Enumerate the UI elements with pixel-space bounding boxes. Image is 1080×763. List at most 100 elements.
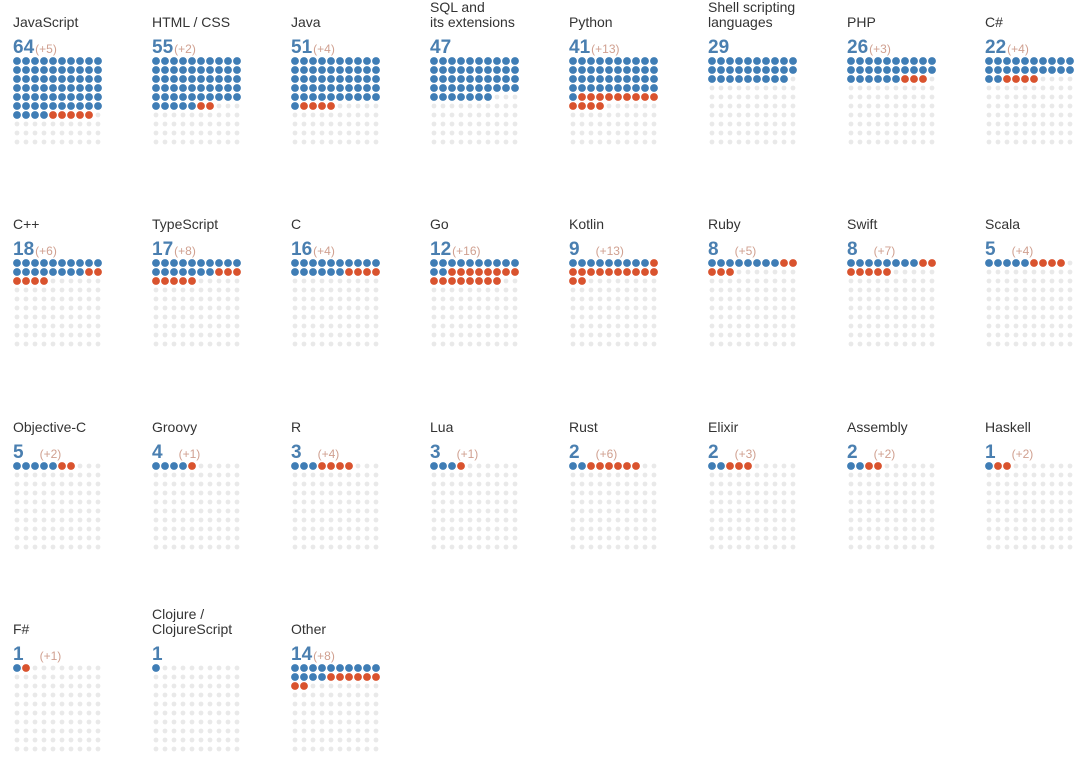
dot-empty bbox=[763, 517, 769, 523]
dot-empty bbox=[23, 526, 29, 532]
dot-current bbox=[919, 57, 927, 65]
dot-empty bbox=[310, 728, 316, 734]
dot-empty bbox=[337, 508, 343, 514]
dot-empty bbox=[875, 490, 881, 496]
dot-current bbox=[67, 66, 75, 74]
dot-empty bbox=[494, 94, 500, 100]
dot-empty bbox=[763, 305, 769, 311]
dot-empty bbox=[597, 544, 603, 550]
dot-empty bbox=[59, 341, 65, 347]
language-label: C++ bbox=[13, 216, 40, 232]
dot-empty bbox=[476, 112, 482, 118]
delta-label: (+2) bbox=[1011, 447, 1034, 461]
dot-empty bbox=[494, 332, 500, 338]
dot-empty bbox=[319, 323, 325, 329]
panel-haskell: Haskell 1 (+2) bbox=[985, 369, 1080, 559]
dot-empty bbox=[171, 737, 177, 743]
dot-empty bbox=[216, 544, 222, 550]
panel-c: C++ 18(+6) bbox=[13, 166, 143, 356]
dot-empty bbox=[59, 332, 65, 338]
dot-empty bbox=[920, 112, 926, 118]
dot-empty bbox=[857, 305, 863, 311]
dot-empty bbox=[189, 314, 195, 320]
dot-empty bbox=[216, 472, 222, 478]
dot-added bbox=[744, 462, 752, 470]
dot-empty bbox=[59, 130, 65, 136]
dot-empty bbox=[736, 269, 742, 275]
dot-empty bbox=[337, 472, 343, 478]
dot-current bbox=[354, 664, 362, 672]
dot-empty bbox=[1049, 130, 1055, 136]
dot-added bbox=[85, 268, 93, 276]
dot-empty bbox=[503, 341, 509, 347]
dot-empty bbox=[234, 517, 240, 523]
dot-empty bbox=[911, 269, 917, 275]
dot-current bbox=[484, 93, 492, 101]
dot-current bbox=[31, 111, 39, 119]
dot-empty bbox=[153, 323, 159, 329]
delta-label: (+16) bbox=[452, 244, 481, 258]
dot-empty bbox=[292, 130, 298, 136]
dot-empty bbox=[986, 85, 992, 91]
dot-current bbox=[439, 84, 447, 92]
dot-empty bbox=[373, 341, 379, 347]
dot-empty bbox=[902, 269, 908, 275]
dot-empty bbox=[633, 517, 639, 523]
dot-empty bbox=[440, 544, 446, 550]
dot-empty bbox=[198, 544, 204, 550]
dot-empty bbox=[902, 130, 908, 136]
dot-empty bbox=[59, 472, 65, 478]
dot-empty bbox=[364, 112, 370, 118]
dot-empty bbox=[328, 719, 334, 725]
dot-current bbox=[475, 75, 483, 83]
dot-empty bbox=[373, 305, 379, 311]
dot-empty bbox=[346, 535, 352, 541]
dot-empty bbox=[198, 508, 204, 514]
dot-current bbox=[76, 102, 84, 110]
dot-empty bbox=[902, 278, 908, 284]
dot-empty bbox=[736, 490, 742, 496]
dot-empty bbox=[1004, 296, 1010, 302]
dot-empty bbox=[292, 701, 298, 707]
dot-empty bbox=[1031, 517, 1037, 523]
dot-empty bbox=[50, 481, 56, 487]
dot-current bbox=[493, 57, 501, 65]
dot-empty bbox=[431, 287, 437, 293]
dot-empty bbox=[588, 287, 594, 293]
dot-empty bbox=[77, 701, 83, 707]
dot-empty bbox=[651, 508, 657, 514]
dot-current bbox=[789, 57, 797, 65]
dot-empty bbox=[225, 139, 231, 145]
dot-empty bbox=[41, 710, 47, 716]
dot-empty bbox=[355, 314, 361, 320]
dot-empty bbox=[77, 517, 83, 523]
dot-empty bbox=[162, 481, 168, 487]
dot-current bbox=[569, 66, 577, 74]
dot-current bbox=[771, 66, 779, 74]
dot-empty bbox=[920, 314, 926, 320]
dot-empty bbox=[911, 463, 917, 469]
dot-current bbox=[188, 66, 196, 74]
dot-current bbox=[85, 66, 93, 74]
dot-empty bbox=[866, 85, 872, 91]
dot-empty bbox=[745, 544, 751, 550]
dot-current bbox=[847, 259, 855, 267]
dot-empty bbox=[772, 314, 778, 320]
dot-empty bbox=[373, 481, 379, 487]
dot-empty bbox=[709, 526, 715, 532]
dot-empty bbox=[476, 526, 482, 532]
dot-empty bbox=[86, 535, 92, 541]
dot-empty bbox=[1022, 103, 1028, 109]
dot-current bbox=[300, 93, 308, 101]
dot-empty bbox=[1022, 287, 1028, 293]
dot-empty bbox=[319, 737, 325, 743]
dot-empty bbox=[153, 341, 159, 347]
dot-current bbox=[578, 462, 586, 470]
panel-html-css: HTML / CSS 55(+2) bbox=[152, 0, 282, 154]
dot-empty bbox=[754, 508, 760, 514]
dot-empty bbox=[579, 544, 585, 550]
dot-empty bbox=[727, 481, 733, 487]
dot-empty bbox=[570, 287, 576, 293]
dot-empty bbox=[745, 499, 751, 505]
dot-empty bbox=[893, 112, 899, 118]
